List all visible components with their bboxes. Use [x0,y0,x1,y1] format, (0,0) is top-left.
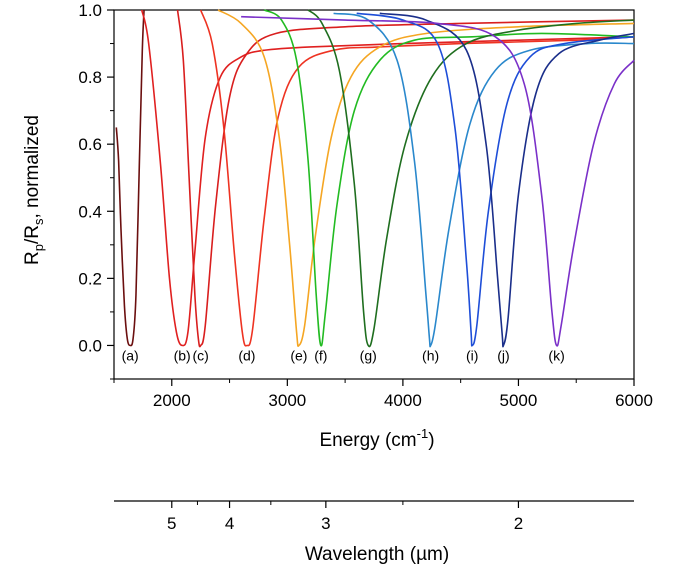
series-label: (h) [422,348,439,364]
series-line [140,9,635,347]
x-axis-title: Energy (cm-1) [319,426,434,451]
series-label: (k) [548,348,564,364]
series-label: (e) [290,348,307,364]
x-tick-label: 5000 [500,391,538,410]
series-line [176,9,635,348]
series-line [379,12,635,348]
y-tick-label: 0.2 [78,269,102,288]
wavelength-tick-label: 4 [225,514,234,533]
series-line [333,12,635,348]
y-axis-title: Rp/Rs, normalized [22,115,46,265]
series-line [356,12,635,347]
plot-border [113,9,635,380]
series-label: (a) [122,348,139,364]
series-label: (f) [314,348,327,364]
wavelength-tick-label: 3 [321,514,330,533]
series-line [241,15,635,347]
x-tick-label: 4000 [384,391,422,410]
wavelength-axis: 5 4 3 2 [114,500,634,533]
series-label: (c) [193,348,209,364]
wavelength-tick-label: 5 [167,514,176,533]
y-tick-label: 0.6 [78,135,102,154]
series-line [263,9,635,347]
wavelength-axis-title: Wavelength (µm) [305,544,449,565]
series-label: (g) [360,348,377,364]
x-tick-label: 2000 [153,391,191,410]
y-tick-label: 1.0 [78,1,102,20]
series-label: (j) [497,348,509,364]
y-tick-label: 0.8 [78,68,102,87]
x-tick-label: 3000 [268,391,306,410]
wavelength-tick-label: 2 [514,514,523,533]
series-line [115,9,145,347]
y-axis-ticks: 0.0 0.2 0.4 0.6 0.8 1.0 [78,1,114,380]
y-tick-label: 0.0 [78,336,102,355]
series-label: (b) [174,348,191,364]
curves [115,9,635,348]
series-label: (d) [238,348,255,364]
x-tick-label: 6000 [615,391,653,410]
series-label: (i) [466,348,478,364]
x-axis-ticks: 2000 3000 4000 5000 6000 [113,379,653,410]
series-line [217,9,635,347]
series-line [307,9,635,348]
y-tick-label: 0.4 [78,202,102,221]
plot-frame [113,9,635,380]
curve-labels: (a) (b) (c) (d) (e) (f) (g) (h) (i) (j) (k) [122,348,565,364]
